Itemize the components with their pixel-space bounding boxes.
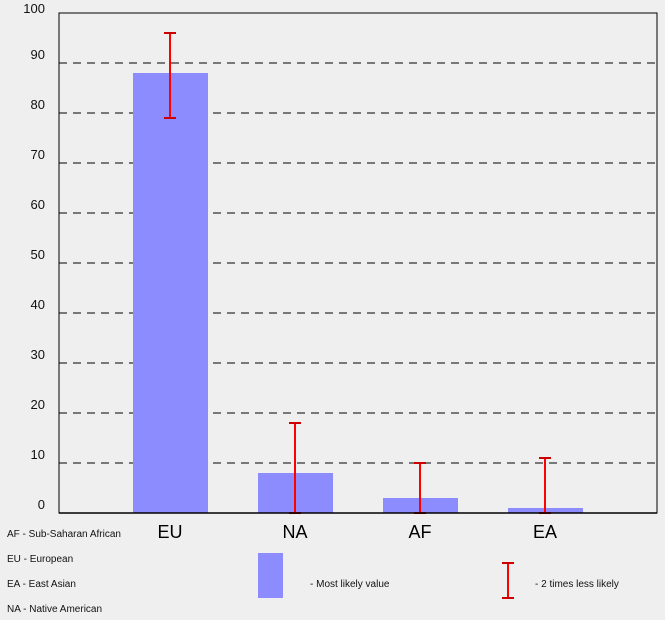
x-tick-label: EA bbox=[533, 522, 557, 542]
y-tick-label: 0 bbox=[38, 497, 45, 512]
y-tick-label: 50 bbox=[31, 247, 45, 262]
y-tick-label: 30 bbox=[31, 347, 45, 362]
y-tick-label: 60 bbox=[31, 197, 45, 212]
abbreviation-ea: EA - East Asian bbox=[7, 579, 76, 590]
x-tick-label: EU bbox=[157, 522, 182, 542]
y-tick-label: 40 bbox=[31, 297, 45, 312]
legend-bar-swatch bbox=[258, 553, 283, 598]
legend-error-label: - 2 times less likely bbox=[535, 579, 619, 590]
x-tick-label: NA bbox=[282, 522, 307, 542]
bar-eu bbox=[133, 73, 208, 513]
x-tick-label: AF bbox=[408, 522, 431, 542]
y-tick-label: 90 bbox=[31, 47, 45, 62]
y-tick-label: 100 bbox=[23, 1, 45, 16]
abbreviation-eu: EU - European bbox=[7, 554, 74, 565]
legend-bar-label: - Most likely value bbox=[310, 579, 390, 590]
y-tick-label: 20 bbox=[31, 397, 45, 412]
abbreviation-af: AF - Sub-Saharan African bbox=[7, 529, 121, 540]
abbreviation-na: NA - Native American bbox=[7, 604, 103, 615]
y-tick-label: 80 bbox=[31, 97, 45, 112]
y-tick-label: 70 bbox=[31, 147, 45, 162]
y-tick-label: 10 bbox=[31, 447, 45, 462]
